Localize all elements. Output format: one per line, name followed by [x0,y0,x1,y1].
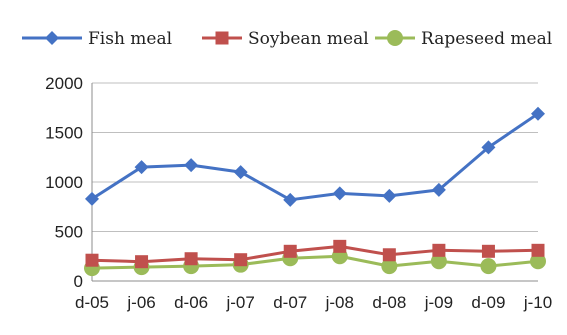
legend-label: Soybean meal [248,29,369,49]
x-tick-label: d-08 [372,293,406,312]
y-tick-label: 1000 [45,173,83,192]
axes [91,83,538,282]
data-point [233,165,248,180]
legend: Fish meal Soybean meal Rapeseed meal [22,29,552,49]
legend-marker [45,31,59,45]
x-tick-label: d-06 [174,293,208,312]
x-tick-label: d-05 [75,293,109,312]
data-point [283,192,298,207]
data-point [430,253,447,270]
data-point [184,252,198,266]
data-point [135,255,149,269]
y-tick-label: 0 [74,272,83,291]
legend-entry: Soybean meal [202,29,369,49]
x-tick-label: d-09 [471,293,505,312]
series-fish-meal [85,106,545,207]
plot-area: 0 500 1000 1500 2000 d-05 j-06 d-06 j-07 d-07 j-0… [45,74,552,312]
series-line [91,254,539,270]
y-tick-label: 2000 [45,74,83,93]
legend-marker [215,31,229,45]
legend-marker [387,30,403,46]
x-tick-label: j-07 [225,293,254,312]
series-layer [84,106,546,277]
legend-entry: Fish meal [22,29,172,49]
data-point [283,244,297,258]
x-tick-label: d-07 [273,293,307,312]
y-tick-label: 500 [55,223,83,242]
series-line [91,244,539,264]
data-point [332,186,347,201]
data-point [85,191,99,206]
legend-label: Rapeseed meal [421,29,552,49]
data-point [531,106,545,121]
data-point [381,258,398,275]
data-point [382,188,397,203]
series-line [91,112,539,202]
data-point [134,160,149,175]
legend-entry: Rapeseed meal [375,29,552,49]
data-point [234,253,248,267]
data-point [85,253,99,267]
data-point [431,182,446,197]
x-tick-label: j-10 [523,293,552,312]
y-axis-ticks: 0 500 1000 1500 2000 [45,74,83,291]
data-point [432,243,446,257]
data-point [530,253,546,270]
data-point [382,248,396,262]
data-point [481,244,495,258]
series-soybean-meal [85,239,545,269]
data-point [333,239,347,253]
x-tick-label: j-06 [126,293,155,312]
data-point [184,158,199,173]
x-tick-label: j-08 [325,293,354,312]
data-point [480,258,497,275]
y-tick-label: 1500 [45,124,83,143]
data-point [531,243,545,257]
legend-label: Fish meal [88,29,172,49]
x-axis-ticks: d-05 j-06 d-06 j-07 d-07 j-08 d-08 j-09 d-09 j-10 [75,293,552,312]
data-point [481,140,496,155]
gridlines [92,82,538,232]
x-tick-label: j-09 [424,293,453,312]
